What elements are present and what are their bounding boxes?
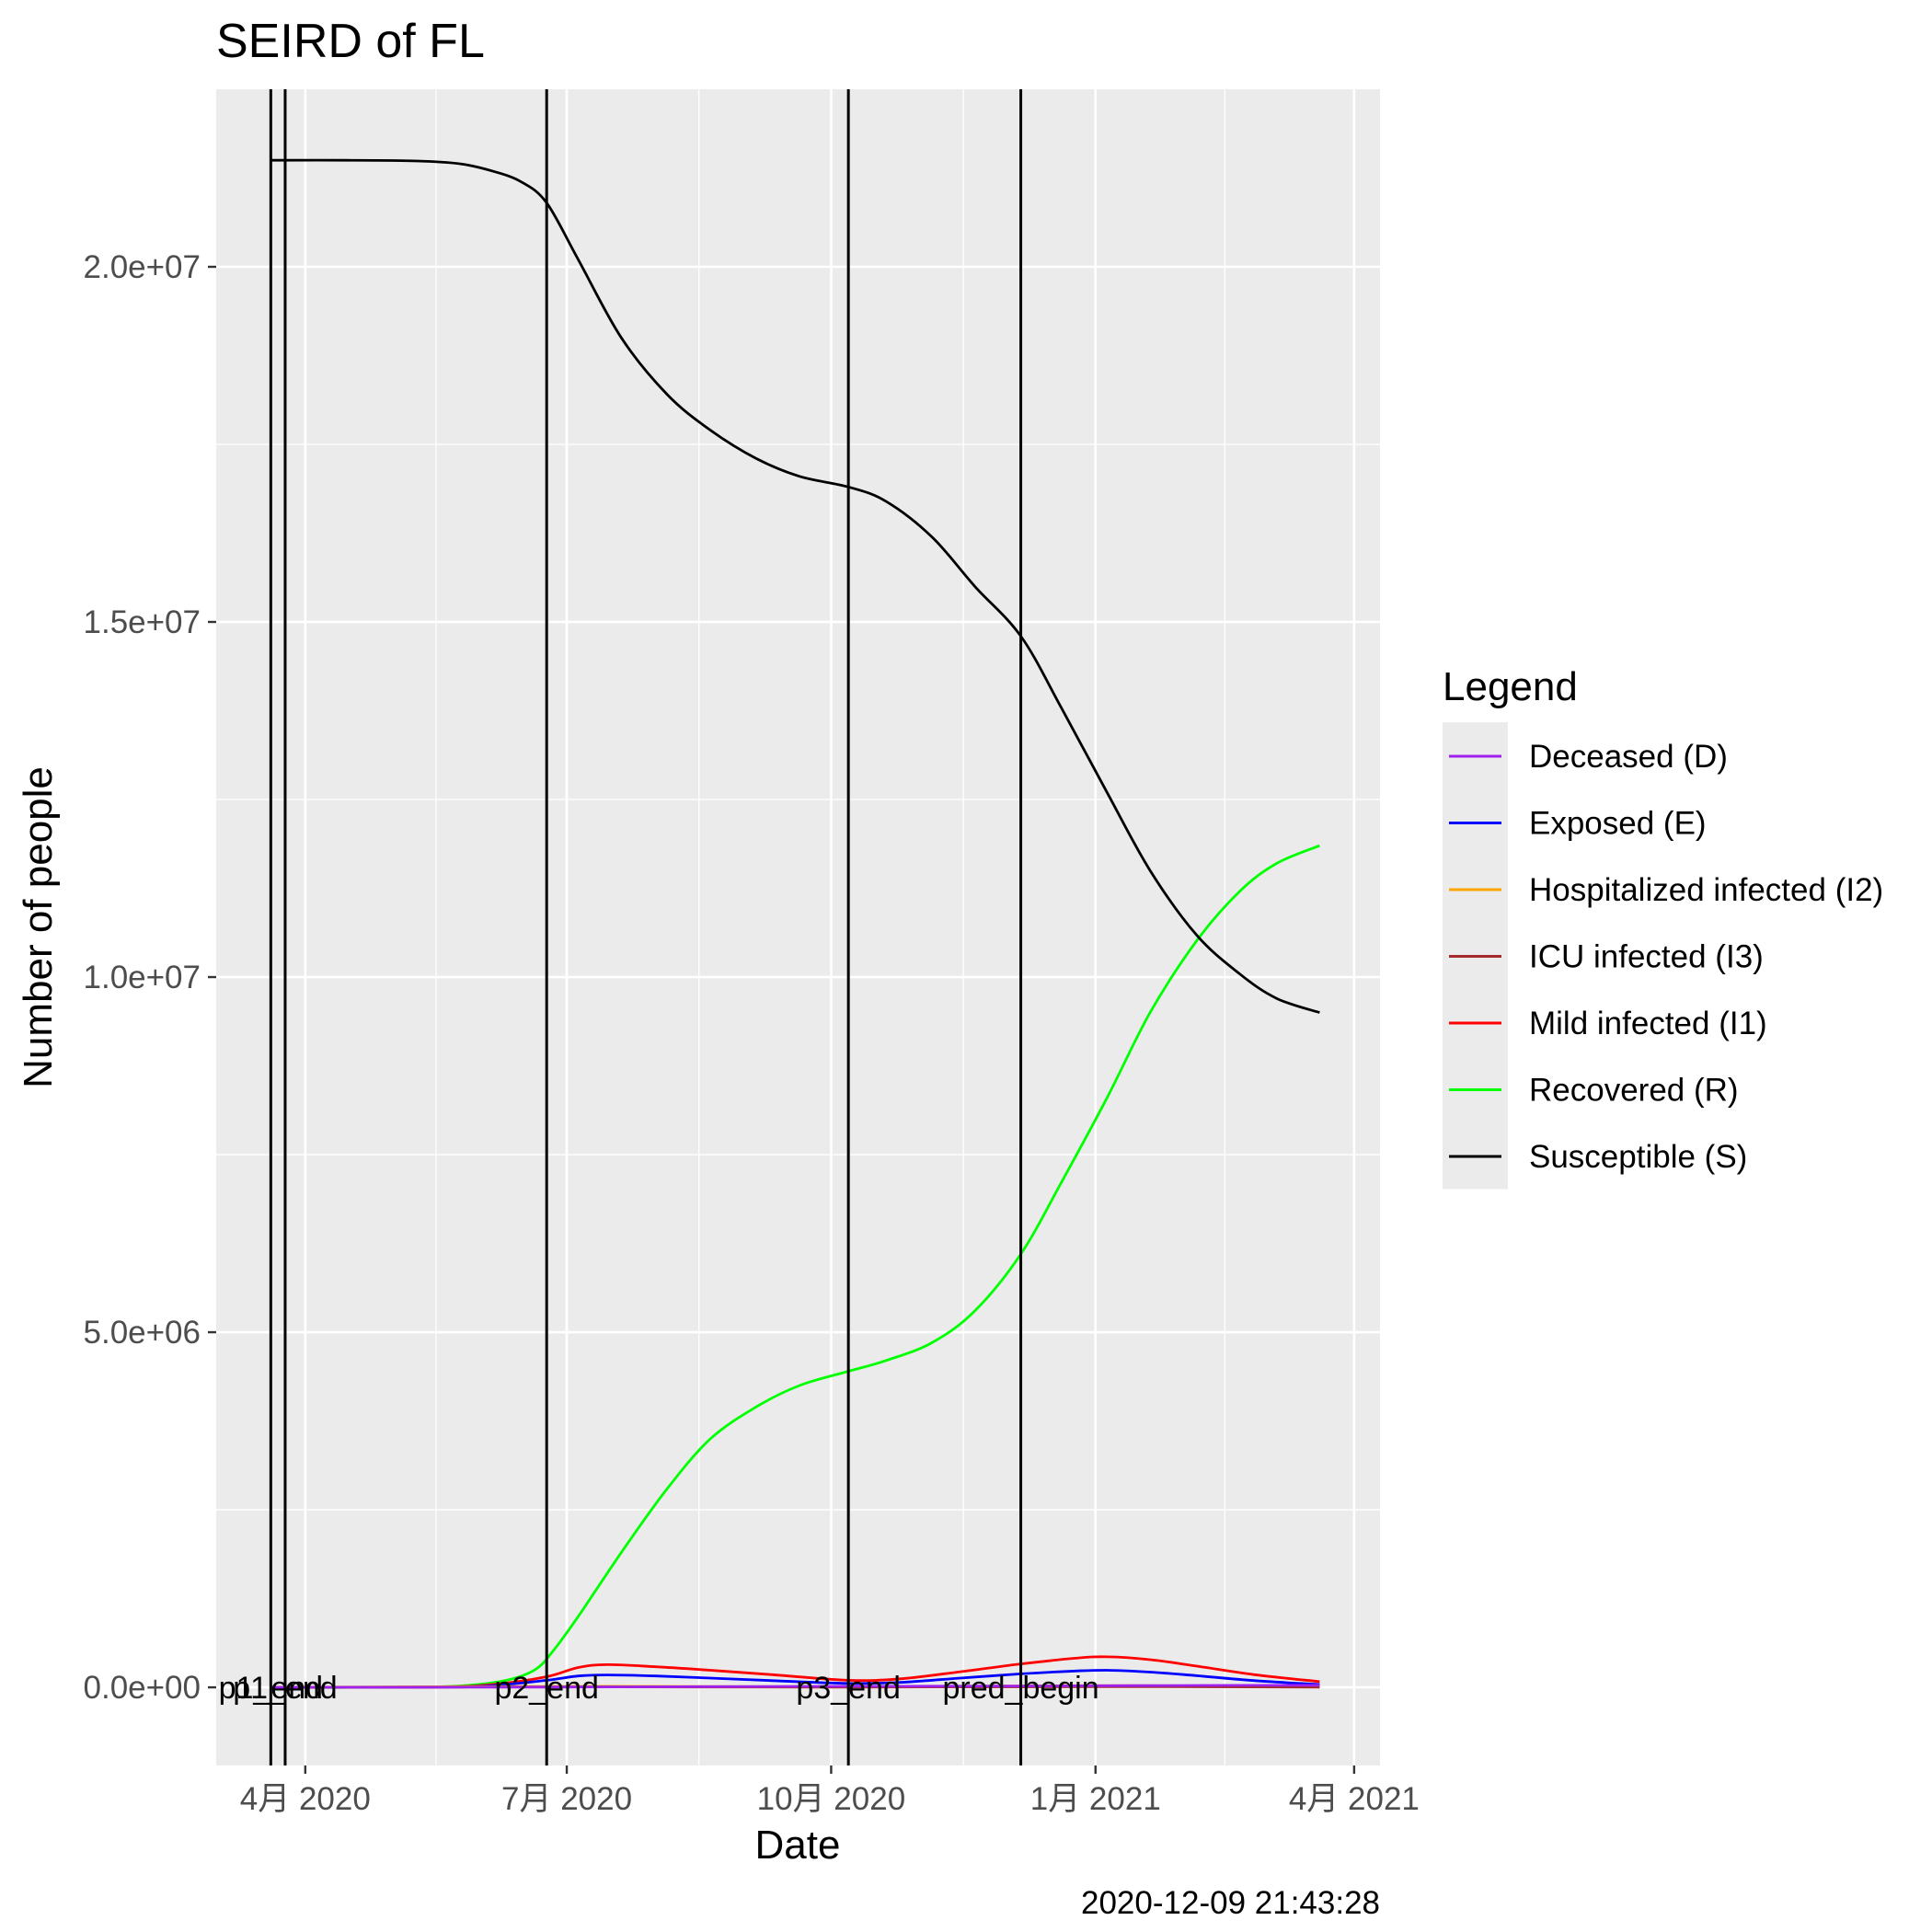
phase-label: p2_end bbox=[494, 1671, 598, 1706]
legend: Legend Deceased (D) Exposed (E) Hospitaliz… bbox=[1443, 664, 1883, 1190]
legend-label-icu-infected-i3: ICU infected (I3) bbox=[1529, 939, 1764, 975]
series-line-recovered-r bbox=[270, 844, 1320, 1689]
series-lines bbox=[270, 158, 1320, 1689]
y-axis-title: Number of people bbox=[16, 766, 61, 1088]
legend-label-recovered-r: Recovered (R) bbox=[1529, 1073, 1739, 1109]
phase-vertical-lines bbox=[269, 89, 1023, 1765]
y-tick-label: 1.5e+07 bbox=[84, 604, 201, 640]
x-tick-label: 7月 2020 bbox=[501, 1781, 632, 1817]
chart-title: SEIRD of FL bbox=[216, 15, 485, 68]
plot-panel bbox=[216, 89, 1380, 1765]
legend-label-hospitalized-infected-i2: Hospitalized infected (I2) bbox=[1529, 872, 1883, 908]
y-tick-label: 1.0e+07 bbox=[84, 960, 201, 995]
x-tick-label: 4月 2021 bbox=[1289, 1781, 1420, 1817]
phase-label: pred_begin bbox=[942, 1671, 1098, 1706]
legend-label-mild-infected-i1: Mild infected (I1) bbox=[1529, 1006, 1767, 1041]
y-tick-label: 0.0e+00 bbox=[84, 1670, 201, 1706]
y-tick-label: 5.0e+06 bbox=[84, 1315, 201, 1351]
legend-label-exposed-e: Exposed (E) bbox=[1529, 806, 1707, 842]
x-tick-label: 4月 2020 bbox=[240, 1781, 371, 1817]
legend-label-deceased-d: Deceased (D) bbox=[1529, 739, 1728, 775]
phase-label: p1_end bbox=[233, 1671, 337, 1706]
x-axis-title: Date bbox=[755, 1823, 841, 1868]
x-axis: 4月 2020 7月 2020 10月 2020 1月 2021 4月 2021 bbox=[240, 1765, 1420, 1817]
x-tick-label: 1月 2021 bbox=[1030, 1781, 1161, 1817]
timestamp-caption: 2020-12-09 21:43:28 bbox=[1081, 1885, 1380, 1921]
legend-label-susceptible-s: Susceptible (S) bbox=[1529, 1139, 1747, 1175]
series-line-mild-infected-i1 bbox=[270, 1655, 1320, 1689]
x-tick-label: 10月 2020 bbox=[757, 1781, 906, 1817]
minor-gridlines bbox=[216, 89, 1380, 1765]
series-line-susceptible-s bbox=[270, 158, 1320, 1014]
phase-label: p1_end bbox=[219, 1671, 323, 1706]
phase-label: p3_end bbox=[796, 1671, 900, 1706]
y-tick-label: 2.0e+07 bbox=[84, 249, 201, 285]
series-line-exposed-e bbox=[270, 1669, 1320, 1689]
legend-title: Legend bbox=[1443, 664, 1578, 709]
y-axis: 0.0e+00 5.0e+06 1.0e+07 1.5e+07 2.0e+07 bbox=[84, 249, 216, 1706]
